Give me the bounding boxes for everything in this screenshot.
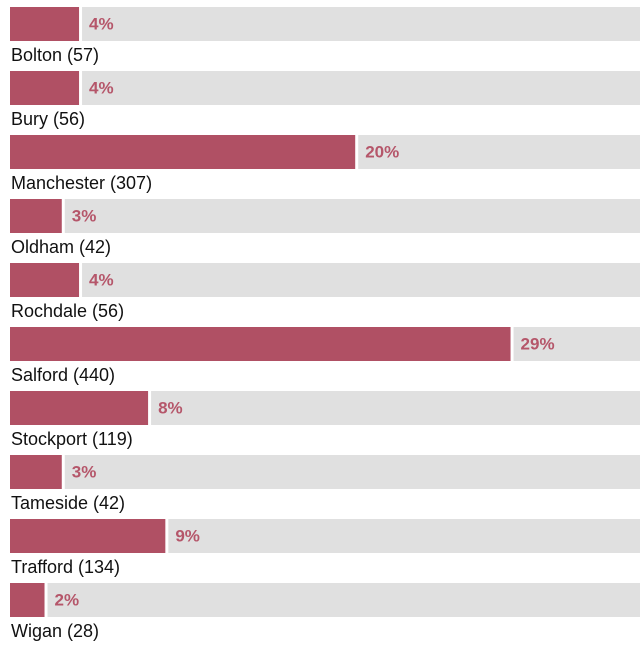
category-label: Salford (440) — [11, 365, 115, 385]
category-label: Oldham (42) — [11, 237, 111, 257]
track — [82, 263, 640, 297]
value-label: 4% — [89, 270, 114, 289]
value-label: 4% — [89, 14, 114, 33]
category-label: Bury (56) — [11, 109, 85, 129]
bar — [10, 135, 356, 169]
category-label: Manchester (307) — [11, 173, 152, 193]
track — [513, 327, 640, 361]
track — [168, 519, 640, 553]
value-label: 8% — [158, 398, 183, 417]
bar — [10, 71, 80, 105]
track — [64, 199, 640, 233]
value-label: 3% — [72, 206, 97, 225]
bar — [10, 7, 80, 41]
bar — [10, 583, 45, 617]
track — [82, 7, 640, 41]
track — [151, 391, 640, 425]
value-label: 2% — [55, 590, 80, 609]
bar — [10, 327, 511, 361]
category-label: Wigan (28) — [11, 621, 99, 641]
value-label: 3% — [72, 462, 97, 481]
track — [358, 135, 640, 169]
bar — [10, 263, 80, 297]
value-label: 4% — [89, 78, 114, 97]
bar — [10, 455, 62, 489]
track — [82, 71, 640, 105]
category-label: Tameside (42) — [11, 493, 125, 513]
value-label: 29% — [521, 334, 555, 353]
track — [47, 583, 640, 617]
category-label: Rochdale (56) — [11, 301, 124, 321]
category-label: Stockport (119) — [11, 429, 133, 449]
bar — [10, 391, 149, 425]
category-label: Trafford (134) — [11, 557, 120, 577]
bar — [10, 519, 166, 553]
value-label: 20% — [365, 142, 399, 161]
track — [64, 455, 640, 489]
category-label: Bolton (57) — [11, 45, 99, 65]
bar — [10, 199, 62, 233]
value-label: 9% — [175, 526, 200, 545]
